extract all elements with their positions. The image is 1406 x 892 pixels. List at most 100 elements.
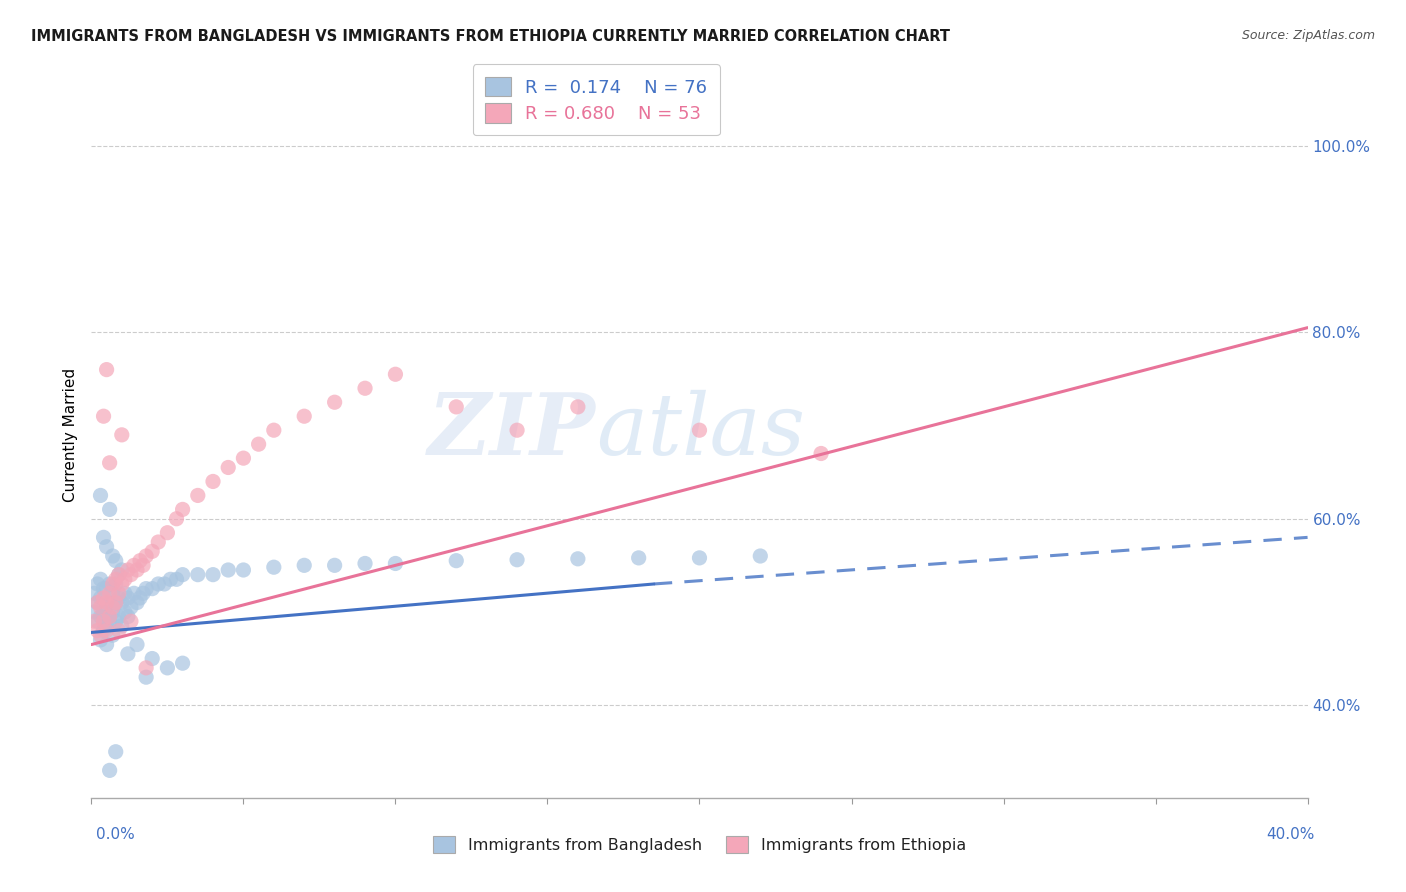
Point [166,512,188,526]
Point [101,628,124,642]
Point [217,460,239,475]
Point [141,651,163,665]
Point [104,596,127,610]
Point [125,638,148,652]
Point [187,488,209,502]
Point [156,661,179,675]
Text: 0.0%: 0.0% [96,827,135,841]
Point [96,600,118,615]
Point [114,586,136,600]
Point [135,661,157,675]
Point [96,362,118,376]
Point [89,609,111,624]
Point [107,586,129,600]
Point [117,563,139,577]
Point [98,456,121,470]
Point [202,475,225,489]
Point [506,553,529,567]
Point [98,586,121,600]
Point [101,600,124,615]
Point [688,423,710,437]
Point [104,745,127,759]
Point [111,619,134,633]
Point [567,551,589,566]
Text: atlas: atlas [596,390,806,473]
Point [117,591,139,605]
Point [148,577,170,591]
Point [89,591,111,605]
Point [89,600,111,615]
Point [129,554,152,568]
Point [111,577,134,591]
Point [232,563,254,577]
Point [120,567,142,582]
Point [263,560,285,574]
Text: 40.0%: 40.0% [1267,827,1315,841]
Point [187,567,209,582]
Point [96,638,118,652]
Point [122,586,145,600]
Point [810,446,832,460]
Point [86,624,108,638]
Point [98,577,121,591]
Point [107,609,129,624]
Point [98,764,121,778]
Point [86,596,108,610]
Point [98,614,121,628]
Point [83,586,105,600]
Point [111,428,134,442]
Point [172,567,194,582]
Legend: Immigrants from Bangladesh, Immigrants from Ethiopia: Immigrants from Bangladesh, Immigrants f… [426,830,973,859]
Point [101,577,124,591]
Point [96,540,118,554]
Point [120,600,142,615]
Point [323,395,346,409]
Point [98,609,121,624]
Point [125,563,148,577]
Point [444,554,467,568]
Point [444,400,467,414]
Point [217,563,239,577]
Point [384,368,406,382]
Point [323,558,346,573]
Point [98,596,121,610]
Point [135,670,157,684]
Point [104,554,127,568]
Point [506,423,529,437]
Point [104,577,127,591]
Point [86,614,108,628]
Point [101,605,124,619]
Point [627,550,650,565]
Text: Source: ZipAtlas.com: Source: ZipAtlas.com [1241,29,1375,42]
Y-axis label: Currently Married: Currently Married [62,368,77,502]
Point [107,624,129,638]
Point [129,591,152,605]
Point [135,582,157,596]
Point [141,544,163,558]
Point [101,586,124,600]
Point [86,596,108,610]
Point [96,596,118,610]
Point [141,582,163,596]
Point [93,605,115,619]
Point [96,624,118,638]
Point [172,656,194,670]
Point [117,609,139,624]
Point [107,567,129,582]
Point [125,596,148,610]
Point [93,624,115,638]
Point [292,409,315,424]
Point [159,572,181,586]
Point [93,582,115,596]
Point [135,549,157,563]
Point [93,614,115,628]
Text: IMMIGRANTS FROM BANGLADESH VS IMMIGRANTS FROM ETHIOPIA CURRENTLY MARRIED CORRELA: IMMIGRANTS FROM BANGLADESH VS IMMIGRANTS… [31,29,950,44]
Point [101,549,124,563]
Point [120,614,142,628]
Point [93,530,115,544]
Point [263,423,285,437]
Point [83,614,105,628]
Point [107,567,129,582]
Point [89,632,111,647]
Point [132,586,155,600]
